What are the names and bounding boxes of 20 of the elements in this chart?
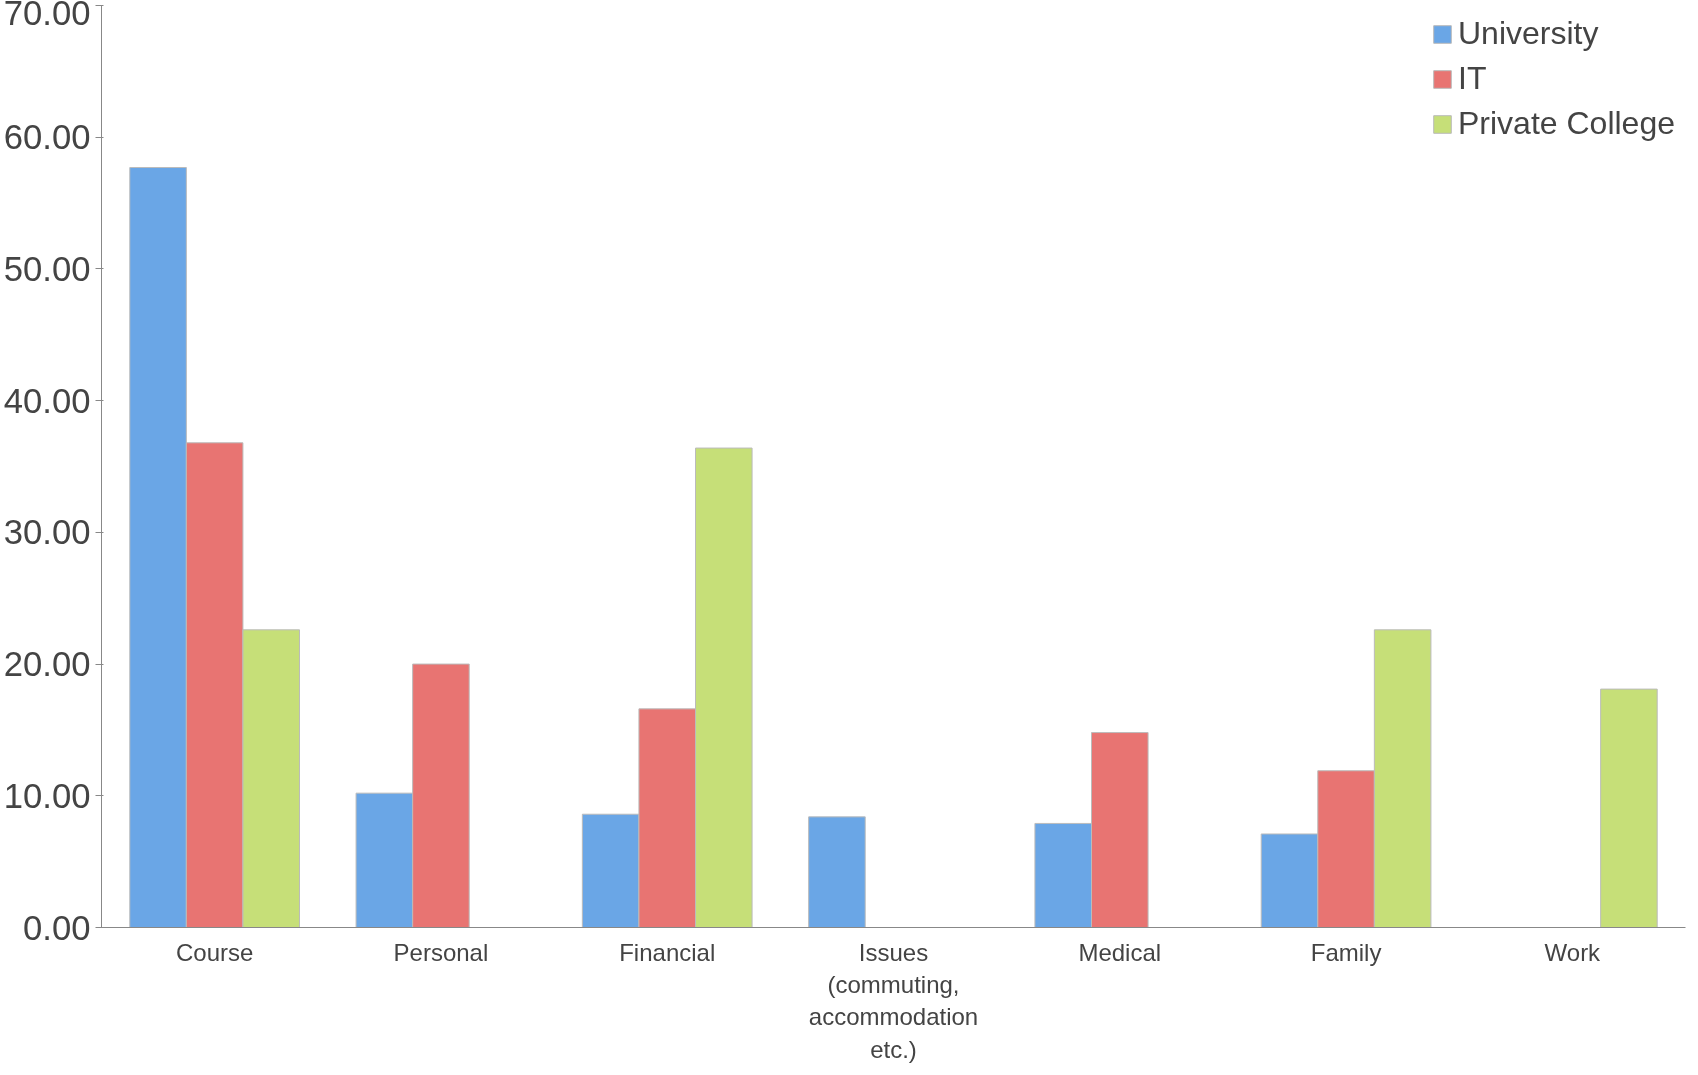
y-tick-label: 40.00 — [3, 381, 91, 420]
x-tick-label: Issues (commuting, accommodation etc.) — [808, 938, 979, 1063]
bar — [1600, 688, 1658, 928]
x-tick-label: Family — [1310, 938, 1382, 966]
x-tick-label: Financial — [619, 938, 716, 966]
x-tick-label: Work — [1544, 938, 1602, 966]
y-tick-label: 30.00 — [3, 513, 91, 552]
legend-label: University — [1458, 15, 1599, 52]
legend-label: IT — [1458, 60, 1487, 97]
x-tick-label: Personal — [393, 938, 489, 966]
y-tick-label: 10.00 — [3, 776, 91, 815]
x-tick-label: Course — [175, 938, 254, 966]
y-tick-label: 70.00 — [3, 0, 91, 32]
bar — [808, 816, 866, 928]
legend-label: Private College — [1458, 105, 1675, 142]
x-tick-label: Medical — [1078, 938, 1162, 966]
y-tick-label: 20.00 — [3, 645, 91, 684]
y-tick-label: 50.00 — [3, 249, 91, 288]
y-tick-label: 60.00 — [3, 118, 91, 157]
y-tick-label: 0.00 — [23, 908, 91, 947]
